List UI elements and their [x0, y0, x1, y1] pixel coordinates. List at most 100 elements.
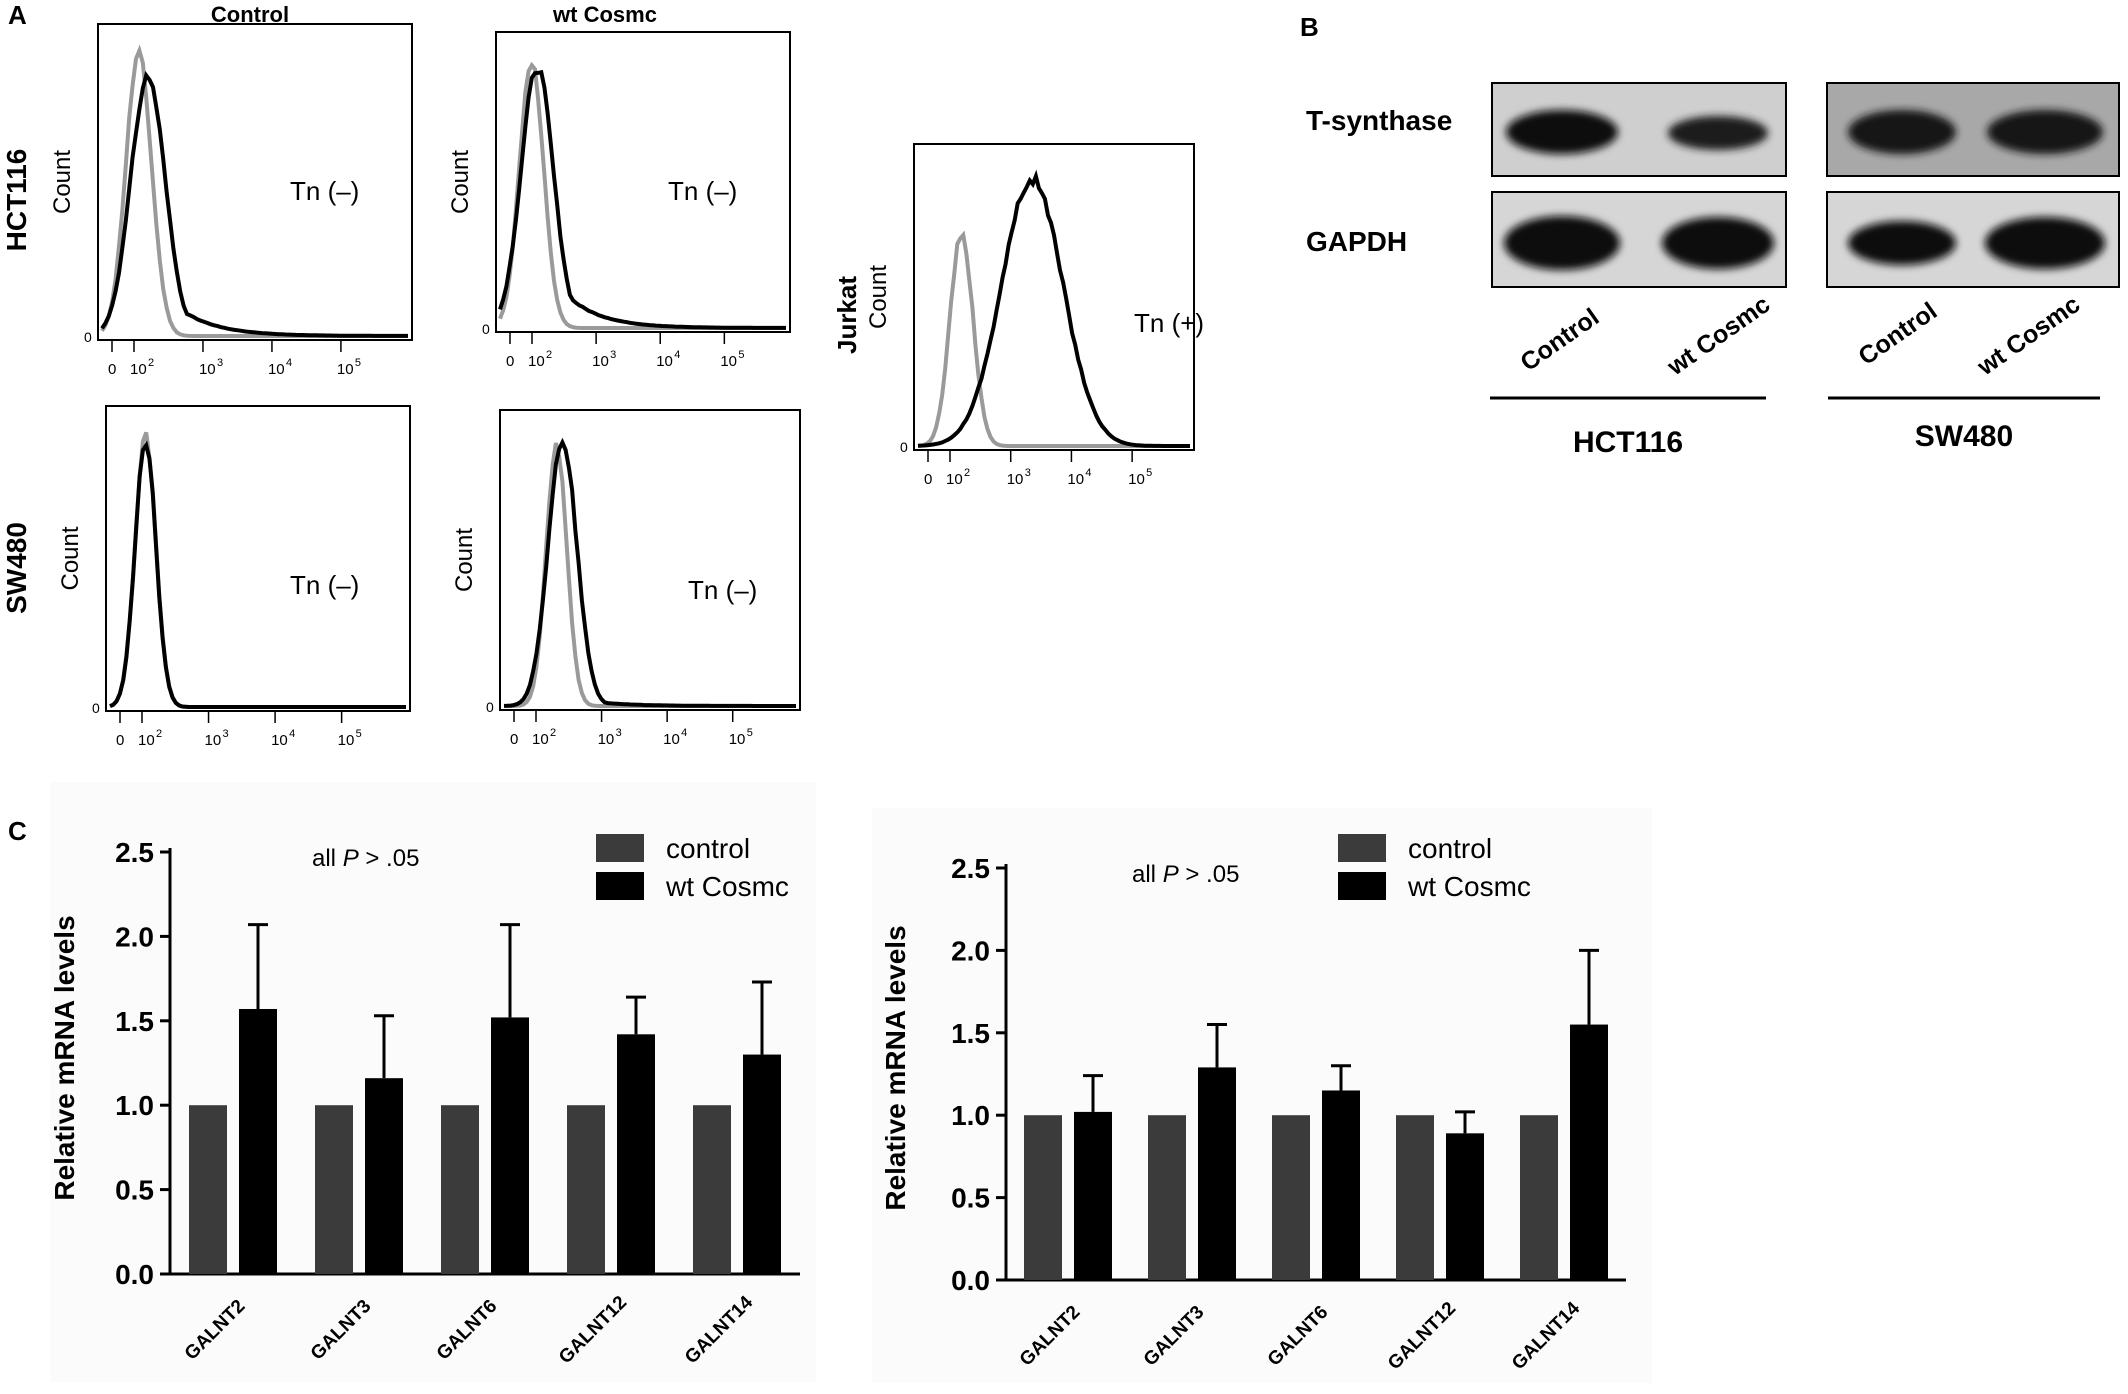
- x-tick-label: 10: [1128, 471, 1145, 488]
- bar-galnt14-control: [693, 1105, 731, 1274]
- x-tick-label: 0: [116, 732, 124, 749]
- y-tick-label: 2.0: [951, 935, 990, 966]
- bar-galnt2-control: [189, 1105, 227, 1274]
- x-tick-label: 10: [1067, 471, 1084, 488]
- x-tick-exponent: 2: [546, 349, 552, 361]
- bar-galnt3-wt-cosmc: [1198, 1067, 1236, 1280]
- col-title-wt-cosmc: wt Cosmc: [552, 2, 657, 27]
- bar-galnt6-control: [441, 1105, 479, 1274]
- x-tick-label: 10: [720, 353, 737, 370]
- x-tick-label: 10: [946, 471, 963, 488]
- axis-zero-label: 0: [900, 439, 908, 455]
- annotation-prefix: all: [312, 845, 343, 872]
- lane-label-sw480-control: Control: [1853, 297, 1942, 371]
- axis-zero-label: 0: [486, 699, 494, 715]
- axis-label-count: Count: [57, 526, 84, 590]
- tn-label: Tn (–): [290, 570, 359, 600]
- x-tick-exponent: 5: [747, 727, 753, 739]
- x-tick-label: 10: [205, 732, 222, 749]
- axis-label-count: Count: [49, 150, 76, 214]
- x-tick-label: 10: [592, 353, 609, 370]
- blot-strip-sw480-gapdh: [1826, 191, 2120, 288]
- y-tick-label: 0.0: [115, 1259, 154, 1290]
- bar-galnt2-wt-cosmc: [1074, 1111, 1112, 1280]
- histogram-frame: [499, 409, 801, 711]
- lane-label-hct116-control: Control: [1515, 303, 1604, 377]
- x-tick-label: 0: [506, 353, 514, 370]
- p-value-annotation: all P > .05: [1132, 861, 1239, 888]
- bar-galnt14-control: [1520, 1115, 1558, 1280]
- legend-label-wt-cosmc: wt Cosmc: [665, 871, 789, 902]
- blot-strip-hct116-tsynthase: [1491, 82, 1787, 177]
- col-title-control: Control: [211, 2, 289, 27]
- sample-trace: [503, 437, 796, 708]
- x-tick-exponent: 3: [217, 357, 223, 369]
- axis-zero-label: 0: [92, 700, 100, 716]
- histogram-frame: [97, 23, 413, 341]
- x-tick-label: 0: [510, 731, 518, 748]
- blot-label-gapdh: GAPDH: [1306, 226, 1407, 257]
- legend-label-control: control: [666, 833, 750, 864]
- y-tick-label: 1.0: [115, 1090, 154, 1121]
- lane-label-hct116-wt-cosmc: wt Cosmc: [1662, 290, 1776, 381]
- sample-trace: [109, 440, 406, 709]
- tn-label: Tn (–): [290, 176, 359, 206]
- blot-strip-hct116-gapdh: [1491, 191, 1787, 288]
- x-tick-exponent: 5: [738, 349, 744, 361]
- x-tick-label: 0: [108, 361, 116, 378]
- annotation-suffix: > .05: [1179, 861, 1240, 888]
- bar-galnt3-control: [315, 1105, 353, 1274]
- sample-trace: [100, 70, 408, 338]
- x-tick-exponent: 2: [156, 728, 162, 740]
- x-tick-label: 10: [199, 361, 216, 378]
- group-label-sw480: SW480: [1915, 420, 2013, 453]
- isotype-trace: [100, 44, 408, 338]
- x-tick-exponent: 4: [674, 349, 680, 361]
- y-tick-label: 1.5: [115, 1006, 154, 1037]
- x-tick-label: 10: [532, 731, 549, 748]
- y-tick-label: 1.0: [951, 1100, 990, 1131]
- row-label-sw480: SW480: [1, 522, 32, 614]
- isotype-trace: [109, 431, 406, 709]
- bar-galnt2-wt-cosmc: [239, 1008, 277, 1274]
- axis-zero-label: 0: [84, 329, 92, 345]
- bar-galnt2-control: [1024, 1115, 1062, 1280]
- x-tick-label: 10: [138, 732, 155, 749]
- x-tick-label: 0: [924, 471, 932, 488]
- annotation-suffix: > .05: [359, 845, 420, 872]
- y-tick-label: 0.5: [115, 1175, 154, 1206]
- x-tick-exponent: 3: [610, 349, 616, 361]
- x-tick-exponent: 2: [550, 727, 556, 739]
- x-tick-label: 10: [1007, 471, 1024, 488]
- x-tick-exponent: 4: [286, 357, 292, 369]
- annotation-p: P: [343, 845, 359, 872]
- y-axis-label: Relative mRNA levels: [49, 915, 80, 1200]
- x-tick-exponent: 5: [1146, 467, 1152, 479]
- legend-swatch-control: [1338, 834, 1386, 862]
- legend-swatch-wt-cosmc: [1338, 872, 1386, 900]
- legend-label-wt-cosmc: wt Cosmc: [1407, 871, 1531, 902]
- x-tick-exponent: 5: [356, 728, 362, 740]
- bar-galnt6-control: [1272, 1115, 1310, 1280]
- annotation-p: P: [1163, 861, 1179, 888]
- tn-label: Tn (+): [1134, 308, 1204, 338]
- axis-label-count: Count: [451, 528, 478, 592]
- isotype-trace: [498, 61, 786, 330]
- bar-galnt6-wt-cosmc: [491, 1017, 529, 1274]
- y-tick-label: 0.0: [951, 1265, 990, 1296]
- histogram-frame: [495, 31, 791, 333]
- x-tick-label: 10: [271, 732, 288, 749]
- y-tick-label: 2.5: [115, 837, 154, 868]
- bar-galnt12-wt-cosmc: [1446, 1133, 1484, 1280]
- histogram-frame: [913, 143, 1195, 451]
- chart-background-right: [872, 808, 1652, 1383]
- x-tick-exponent: 4: [1085, 467, 1091, 479]
- x-tick-label: 10: [663, 731, 680, 748]
- blot-label-tsynthase: T-synthase: [1306, 105, 1452, 136]
- y-tick-label: 2.0: [115, 921, 154, 952]
